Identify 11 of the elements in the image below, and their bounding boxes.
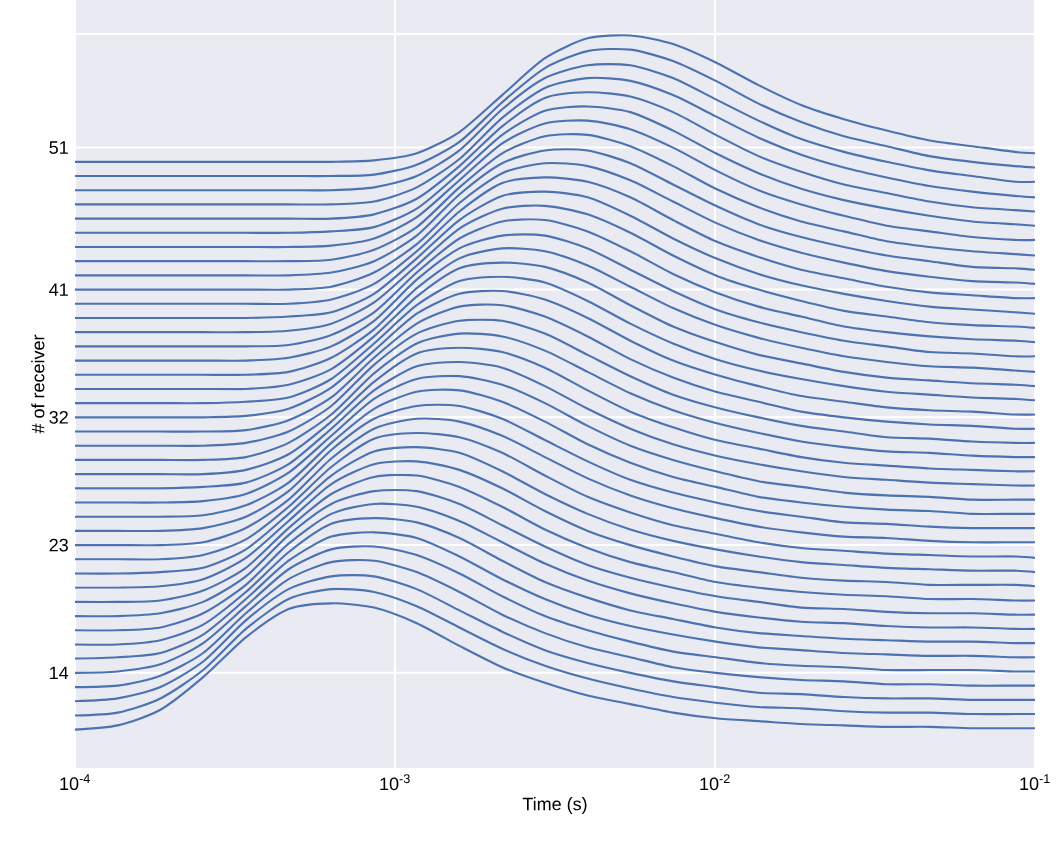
x-axis-title: Time (s) <box>522 797 587 814</box>
y-tick-label: 32 <box>49 410 68 424</box>
y-tick-label: 41 <box>49 283 68 296</box>
y-tick-label: 51 <box>49 141 68 154</box>
y-axis-title: # of receiver <box>31 334 45 434</box>
x-tick-label: 10$^{-1}$ <box>1020 774 1050 791</box>
y-tick-label: 14 <box>50 666 69 680</box>
x-tick-label: 10$^{-4}$ <box>60 774 90 791</box>
x-tick-label: 10$^{-2}$ <box>700 774 730 791</box>
x-tick-label: 10$^{-3}$ <box>380 774 410 791</box>
y-tick-label: 23 <box>49 538 68 552</box>
